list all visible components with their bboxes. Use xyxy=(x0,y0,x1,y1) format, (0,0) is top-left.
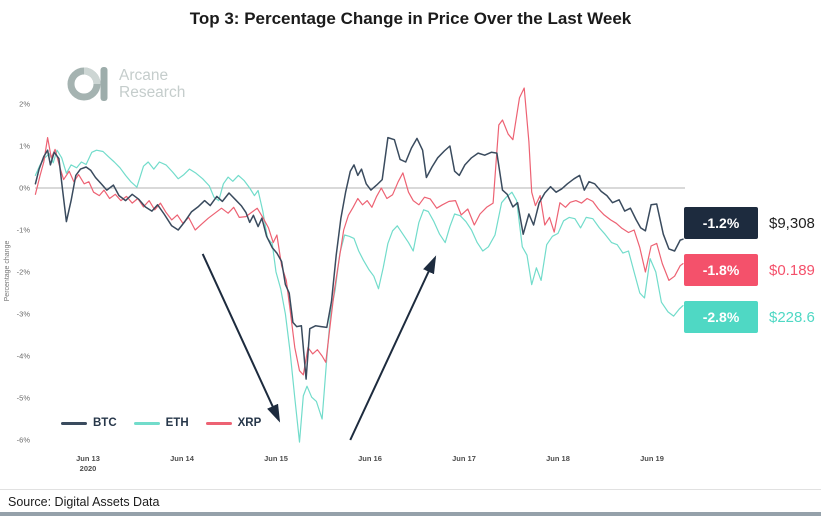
price-label-eth: -2.8% $228.6 xyxy=(684,301,815,333)
x-axis-tick-label: Jun 19 xyxy=(640,454,664,463)
legend-item-xrp: XRP xyxy=(205,417,262,429)
bottom-accent-bar xyxy=(0,512,821,516)
btc-line xyxy=(34,136,684,380)
logo-word-research: Research xyxy=(119,84,186,101)
trend-arrow-2 xyxy=(349,255,437,441)
x-axis-tick-label: Jun 17 xyxy=(452,454,476,463)
x-axis-tick-label: Jun 18 xyxy=(546,454,570,463)
y-axis-tick-label: -6% xyxy=(17,436,31,445)
source-credit: Source: Digital Assets Data xyxy=(8,495,160,509)
xrp-change-badge: -1.8% xyxy=(684,254,758,286)
btc-change-badge: -1.2% xyxy=(684,207,758,239)
y-axis-tick-label: 1% xyxy=(19,142,30,151)
legend-label-eth: ETH xyxy=(165,417,189,429)
btc-line-swatch xyxy=(61,421,87,425)
price-label-btc: -1.2% $9,308 xyxy=(684,207,815,239)
x-axis-tick-label: Jun 16 xyxy=(358,454,382,463)
arcane-logo-text: Arcane Research xyxy=(119,67,185,101)
btc-price: $9,308 xyxy=(769,214,815,232)
x-axis-tick-label: Jun 15 xyxy=(264,454,288,463)
price-label-xrp: -1.8% $0.189 xyxy=(684,254,815,286)
y-axis-tick-label: -5% xyxy=(17,394,31,403)
logo-word-arcane: Arcane xyxy=(119,67,169,84)
legend-label-xrp: XRP xyxy=(237,417,262,429)
trend-arrow-1 xyxy=(201,253,281,423)
source-divider xyxy=(0,489,821,490)
legend-item-eth: ETH xyxy=(133,417,189,429)
arcane-logo-icon xyxy=(67,67,108,101)
legend-item-btc: BTC xyxy=(61,417,117,429)
y-axis-title: Percentage change xyxy=(4,241,11,302)
x-axis-tick-label: Jun 13 xyxy=(76,454,100,463)
page-title: Top 3: Percentage Change in Price Over t… xyxy=(189,9,632,28)
eth-line xyxy=(34,149,684,443)
xrp-line xyxy=(34,87,684,376)
eth-change-badge: -2.8% xyxy=(684,301,758,333)
y-axis-tick-label: -1% xyxy=(17,226,31,235)
eth-price: $228.6 xyxy=(769,308,815,326)
xrp-price: $0.189 xyxy=(769,261,815,279)
y-axis-tick-label: 2% xyxy=(19,100,30,109)
y-axis-tick-label: -4% xyxy=(17,352,31,361)
x-axis-tick-label: Jun 14 xyxy=(170,454,195,463)
y-axis-tick-label: -2% xyxy=(17,268,31,277)
y-axis-tick-label: 0% xyxy=(19,184,30,193)
eth-line-swatch xyxy=(133,421,160,425)
chart-legend: BTC ETH XRP xyxy=(61,417,261,429)
x-axis-tick-sublabel: 2020 xyxy=(80,464,97,473)
legend-label-btc: BTC xyxy=(93,417,117,429)
y-axis-tick-label: -3% xyxy=(17,310,31,319)
arcane-research-logo: Arcane Research xyxy=(64,60,185,108)
xrp-line-swatch xyxy=(205,421,232,425)
